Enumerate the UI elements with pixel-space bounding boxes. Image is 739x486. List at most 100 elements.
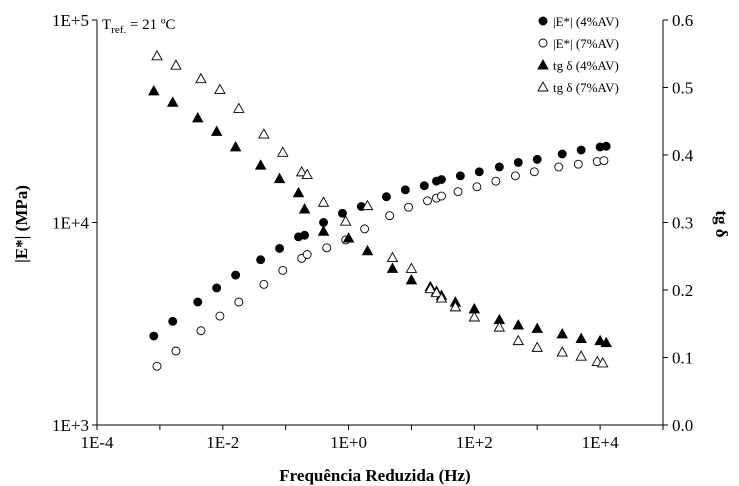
data-point	[301, 168, 313, 180]
data-point	[360, 224, 370, 234]
x-tick-label: 1E+2	[456, 433, 493, 452]
data-point	[152, 361, 162, 371]
left-y-axis-title: |E*| (MPa)	[12, 185, 31, 263]
data-point	[494, 162, 504, 172]
data-point	[149, 331, 159, 341]
data-point	[302, 250, 312, 259]
right-y-tick-label: 0.2	[672, 281, 693, 300]
data-point	[278, 265, 288, 275]
series-2	[152, 156, 609, 371]
data-point	[419, 181, 429, 191]
data-point	[512, 319, 525, 330]
right-y-tick-label: 0.1	[672, 349, 693, 368]
data-point	[400, 185, 410, 195]
left-y-axis-ticks: 1E+3 1E+4 1E+5	[52, 11, 97, 435]
legend-label: |E*| (7%AV)	[553, 36, 619, 51]
data-point	[531, 341, 543, 352]
legend-marker	[538, 16, 548, 26]
data-point	[234, 297, 244, 307]
data-point	[298, 203, 311, 214]
legend-label: tg δ (7%AV)	[553, 80, 619, 95]
data-point	[361, 199, 374, 211]
data-point	[170, 59, 182, 70]
data-point	[512, 334, 525, 346]
x-tick-label: 1E-2	[206, 433, 239, 452]
data-point	[275, 243, 285, 253]
data-point	[166, 96, 179, 107]
data-point	[386, 251, 399, 263]
data-point	[435, 292, 448, 303]
data-point	[529, 167, 539, 177]
right-y-tick-label: 0.4	[672, 146, 694, 165]
data-point	[575, 350, 587, 361]
data-point	[474, 167, 484, 177]
data-point	[557, 149, 567, 159]
right-y-tick-label: 0.6	[672, 11, 693, 30]
data-point	[424, 282, 437, 294]
data-point	[361, 244, 374, 256]
data-point	[405, 262, 418, 273]
data-point	[430, 286, 443, 298]
data-point	[601, 141, 611, 151]
right-y-tick-label: 0.5	[672, 79, 693, 98]
x-axis-ticks: 1E-4 1E-2 1E+0 1E+2 1E+4	[80, 425, 664, 452]
data-point	[193, 297, 203, 307]
x-tick-label: 1E-4	[80, 433, 114, 452]
data-point	[256, 255, 266, 265]
data-point	[437, 175, 446, 184]
data-point	[339, 215, 352, 226]
data-point	[277, 146, 289, 157]
data-point	[259, 279, 269, 289]
data-point	[148, 84, 160, 96]
left-y-tick-label: 1E+3	[52, 416, 89, 435]
data-point	[472, 182, 482, 192]
right-y-axis-title: tg δ	[712, 210, 731, 237]
data-point	[317, 225, 330, 236]
legend-marker	[538, 38, 548, 48]
legend-marker	[537, 59, 549, 70]
data-point	[195, 72, 207, 84]
data-point	[556, 327, 569, 339]
right-y-axis-ticks: 0.0 0.1 0.2 0.3 0.4 0.5 0.6	[663, 11, 694, 435]
legend-marker	[537, 81, 549, 92]
data-point	[453, 187, 463, 197]
data-point	[381, 192, 391, 202]
data-point	[468, 311, 481, 322]
data-point	[295, 165, 308, 177]
data-point	[493, 321, 506, 332]
data-point	[317, 196, 330, 207]
data-point	[576, 145, 586, 155]
data-point	[258, 128, 270, 139]
data-point	[338, 208, 347, 218]
data-point	[231, 270, 241, 280]
data-point	[596, 356, 609, 368]
data-point	[342, 232, 355, 243]
ref-temp-subscript: ref.	[111, 24, 126, 36]
data-point	[404, 202, 414, 212]
data-point	[423, 196, 432, 206]
data-point	[300, 230, 310, 240]
x-axis-title: Frequência Reduzida (Hz)	[279, 466, 470, 485]
x-tick-label: 1E+4	[582, 433, 619, 452]
data-point	[386, 262, 399, 273]
data-point	[229, 140, 242, 152]
ref-temp-value: = 21 ºC	[126, 17, 175, 33]
data-point	[532, 154, 542, 164]
data-point	[151, 49, 163, 61]
data-point	[215, 311, 225, 321]
data-point	[212, 283, 222, 293]
data-point	[594, 334, 606, 346]
data-point	[437, 191, 446, 201]
data-point	[254, 159, 267, 170]
series-3	[148, 84, 612, 348]
data-point	[455, 171, 465, 181]
data-point	[214, 83, 226, 94]
left-y-tick-label: 1E+4	[52, 214, 89, 233]
data-point	[513, 157, 523, 167]
data-point	[233, 102, 245, 113]
data-point	[510, 171, 520, 181]
data-point	[196, 326, 206, 336]
data-point	[385, 211, 395, 221]
data-point	[449, 300, 462, 312]
